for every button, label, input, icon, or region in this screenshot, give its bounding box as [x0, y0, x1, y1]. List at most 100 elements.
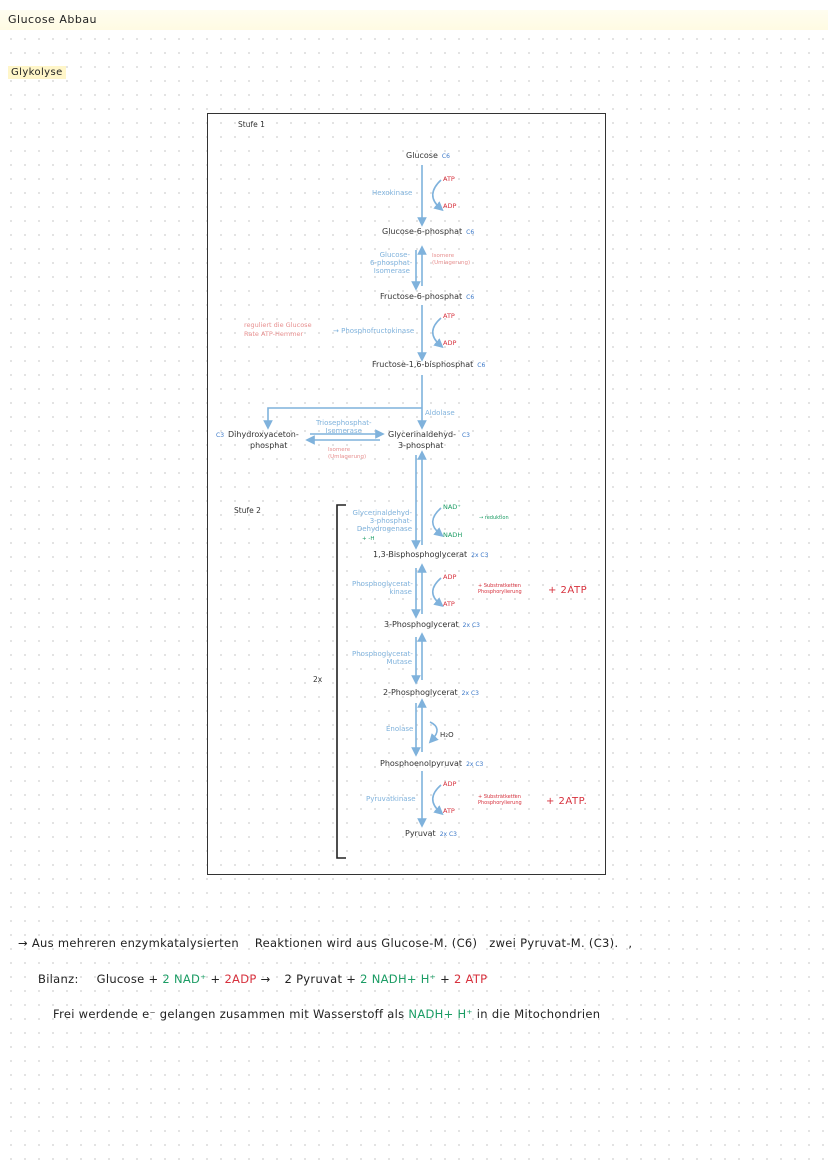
gapdh-sub-note: + -H: [362, 536, 375, 542]
pg2-label: 2-Phosphoglycerat 2x C3: [383, 688, 479, 697]
g6p-isomerase-enzyme: Glucose- 6-phosphat- Isomerase: [370, 251, 413, 275]
glycolysis-diagram-frame: [207, 113, 606, 875]
g6p-name: Glucose-6-phosphat: [382, 227, 463, 236]
gapdh-enzyme: Glycerinaldehyd- 3-phosphat- Dehydrogena…: [352, 509, 412, 533]
summary-text: in die Mitochondrien: [476, 1007, 601, 1021]
carbon-count: C6: [466, 229, 475, 236]
summary-text: Reaktionen wird aus Glucose-M. (C6): [254, 936, 478, 950]
pyruvat-name: Pyruvat: [405, 829, 436, 838]
pyruvatkinase-enzyme: Pyruvatkinase: [366, 795, 416, 803]
bilanz-text: +: [210, 972, 221, 986]
nadh-output: NADH: [443, 531, 463, 539]
reduction-note: → reduktion: [479, 515, 509, 521]
pgk-enzyme: Phosphoglycerat- kinase: [352, 580, 413, 596]
f6p-label: Fructose-6-phosphat C6: [380, 292, 474, 301]
glucose-label: Glucose C6: [406, 151, 450, 160]
f16bp-label: Fructose-1,6-bisphosphat C6: [372, 360, 485, 369]
enzyme-line: Mutase: [386, 658, 412, 666]
stage-2-label: Stufe 2: [234, 506, 261, 515]
substrate-phosphorylation-note: + Substratketten Phosphorylierung: [478, 583, 522, 595]
carbon-count: 2x C3: [471, 552, 489, 559]
enzyme-line: Phosphoglycerat-: [352, 580, 413, 588]
enzyme-line: Isomerase: [373, 267, 410, 275]
bilanz-nad: 2 NAD⁺: [162, 972, 207, 986]
note-line: + Substratketten: [478, 583, 521, 589]
summary-nadh: NADH+ H⁺: [408, 1007, 473, 1021]
regulation-note: reguliert die Glucose Rate ATP-Hemmer: [244, 321, 312, 339]
enzyme-line: Glycerinaldehyd-: [352, 509, 412, 517]
pep-name: Phosphoenolpyruvat: [380, 759, 463, 768]
carbon-count: C3: [461, 432, 470, 439]
atp-gain-1: + 2ATP: [548, 585, 588, 596]
enzyme-line: kinase: [389, 588, 412, 596]
summary-line-3: Frei werdende e⁻ gelangen zusammen mit W…: [53, 1007, 600, 1021]
carbon-count: C3: [216, 432, 225, 439]
note-line: Rate ATP-Hemmer: [244, 330, 304, 338]
enzyme-line: 6-phosphat-: [370, 259, 413, 267]
section-subtitle: Glykolyse: [8, 66, 66, 79]
nad-input: NAD⁺: [443, 503, 461, 511]
atp-input: ATP: [443, 175, 455, 183]
pg2-name: 2-Phosphoglycerat: [383, 688, 458, 697]
summary-text: → Aus mehreren enzymkatalysierten: [18, 936, 239, 950]
enzyme-line: Phosphoglycerat-: [352, 650, 413, 658]
note-line: Phosphorylierung: [478, 589, 522, 595]
aldolase-enzyme: Aldolase: [425, 409, 455, 417]
stage-1-label: Stufe 1: [238, 120, 265, 129]
enzyme-line: Triosephosphat-: [316, 419, 372, 427]
twofold-label: 2x: [313, 675, 323, 684]
isomere-note: Isomere (Umlagerung): [432, 253, 470, 266]
carbon-count: 2x C3: [439, 831, 457, 838]
note-line: Isomere: [328, 447, 351, 453]
bilanz-text: Glucose +: [96, 972, 159, 986]
substrate-phosphorylation-note: + Substratketten Phosphorylierung: [478, 794, 522, 806]
adp-output: ADP: [443, 339, 457, 347]
enzyme-line: 3-phosphat-: [369, 517, 412, 525]
f6p-name: Fructose-6-phosphat: [380, 292, 463, 301]
g6p-label: Glucose-6-phosphat C6: [382, 227, 474, 236]
adp-input: ADP: [443, 780, 457, 788]
bilanz-text: +: [440, 972, 451, 986]
note-line: (Umlagerung): [328, 453, 367, 460]
note-line: + Substratketten: [478, 794, 521, 800]
pgm-enzyme: Phosphoglycerat- Mutase: [352, 650, 413, 666]
carbon-count: C6: [477, 362, 486, 369]
carbon-count: C6: [441, 153, 450, 160]
pyruvat-label: Pyruvat 2x C3: [405, 829, 457, 838]
summary-text: ,: [628, 936, 633, 950]
f16bp-name: Fructose-1,6-bisphosphat: [372, 360, 474, 369]
tpi-enzyme: Triosephosphat- Isomerase: [316, 419, 372, 435]
atp-output: ATP: [443, 600, 455, 608]
enzyme-line: Dehydrogenase: [356, 525, 412, 533]
note-line: (Umlagerung): [432, 259, 471, 266]
title-highlight-bar: [0, 10, 828, 30]
note-line: Isomere: [432, 253, 455, 259]
gap-label: Glycerinaldehyd- C3 3-phosphat: [388, 430, 470, 451]
page-title: Glucose Abbau: [8, 13, 98, 26]
bilanz-adp: 2ADP: [224, 972, 257, 986]
dhap-label: C3 Dihydroxyaceton- phosphat: [216, 430, 299, 451]
glucose-name: Glucose: [406, 151, 438, 160]
carbon-count: 2x C3: [461, 690, 479, 697]
bilanz-line: Bilanz: Glucose + 2 NAD⁺ + 2ADP → 2 Pyru…: [38, 972, 487, 986]
summary-line-1: → Aus mehreren enzymkatalysierten Reakti…: [18, 936, 632, 950]
pg3-label: 3-Phosphoglycerat 2x C3: [384, 620, 480, 629]
water-output: H₂O: [440, 731, 454, 739]
gap-name: Glycerinaldehyd-: [388, 430, 456, 439]
bilanz-text: 2 Pyruvat +: [284, 972, 357, 986]
gap-name-2: 3-phosphat: [398, 441, 444, 450]
adp-output: ADP: [443, 202, 457, 210]
bilanz-label: Bilanz:: [38, 972, 79, 986]
dhap-name-2: phosphat: [250, 441, 288, 450]
pep-label: Phosphoenolpyruvat 2x C3: [380, 759, 483, 768]
carbon-count: 2x C3: [466, 761, 484, 768]
carbon-count: 2x C3: [462, 622, 480, 629]
atp-input: ATP: [443, 312, 455, 320]
summary-text: zwei Pyruvat-M. (C3).: [489, 936, 619, 950]
bilanz-nadh: 2 NADH+ H⁺: [360, 972, 437, 986]
bilanz-arrow: →: [260, 972, 271, 986]
dhap-name: Dihydroxyaceton-: [228, 430, 299, 439]
note-line: Phosphorylierung: [478, 800, 522, 806]
pg3-name: 3-Phosphoglycerat: [384, 620, 459, 629]
